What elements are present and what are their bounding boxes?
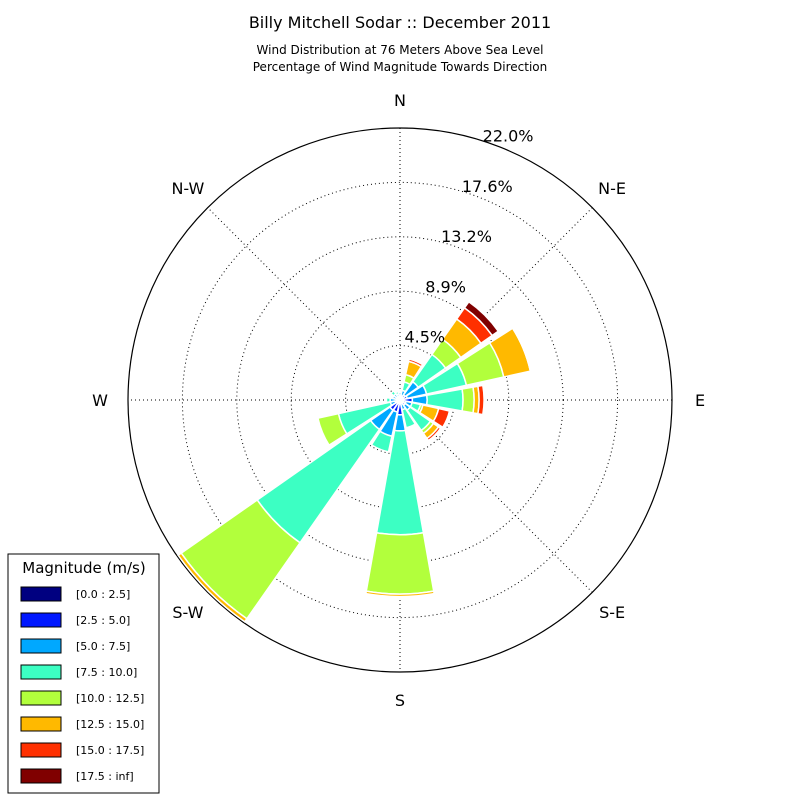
legend-label: [0.0 : 2.5] <box>76 588 130 601</box>
wind-bar-segment <box>432 407 451 429</box>
wind-bar-segment <box>385 396 392 404</box>
legend-label: [10.0 : 12.5] <box>76 692 144 705</box>
ring-label: 22.0% <box>483 127 534 146</box>
wind-bar-segment <box>177 552 248 623</box>
chart-subtitle-line-1: Wind Distribution at 76 Meters Above Sea… <box>257 43 544 57</box>
direction-label-s: S <box>395 691 405 710</box>
legend-label: [7.5 : 10.0] <box>76 666 137 679</box>
direction-label-n: N <box>394 91 406 110</box>
legend: Magnitude (m/s) [0.0 : 2.5] [2.5 : 5.0] [5… <box>7 553 160 794</box>
grid-ring <box>181 181 619 619</box>
wind-bar-segment <box>392 388 399 393</box>
wind-bar-segment <box>477 384 485 416</box>
wind-bar-segment <box>317 412 348 447</box>
chart-subtitle-line-2: Percentage of Wind Magnitude Towards Dir… <box>253 60 547 74</box>
legend-label: [17.5 : inf] <box>76 770 134 783</box>
wind-bars <box>177 300 532 623</box>
ring-labels: 4.5% 8.9% 13.2% 17.6% 22.0% <box>404 127 533 347</box>
legend-swatch <box>20 586 62 602</box>
direction-label-n-e: N-E <box>598 179 626 198</box>
legend-label: [2.5 : 5.0] <box>76 614 130 627</box>
legend-swatch <box>20 638 62 654</box>
ring-label: 4.5% <box>404 328 445 347</box>
wind-bar-segment <box>397 388 403 392</box>
direction-label-s-e: S-E <box>599 603 625 622</box>
wind-bar-segment <box>408 356 425 366</box>
wind-bar-segment <box>401 407 417 429</box>
direction-label-s-w: S-W <box>172 603 203 622</box>
wind-bar-segment <box>365 531 435 595</box>
ring-label: 17.6% <box>462 177 513 196</box>
chart-title: Billy Mitchell Sodar :: December 2011 <box>249 13 551 32</box>
legend-swatch <box>20 742 62 758</box>
ring-label: 8.9% <box>425 278 466 297</box>
wind-bar-segment <box>511 326 532 372</box>
wind-bar-segment <box>461 386 475 414</box>
direction-label-e: E <box>695 391 705 410</box>
legend-swatch <box>20 768 62 784</box>
wind-bar-segment <box>370 430 393 453</box>
direction-label-w: W <box>92 391 108 410</box>
wind-bar-segment <box>425 425 442 442</box>
wind-bar-segment <box>364 590 436 598</box>
ring-label: 13.2% <box>441 227 492 246</box>
direction-label-n-w: N-W <box>171 179 204 198</box>
legend-label: [15.0 : 17.5] <box>76 744 144 757</box>
legend-label: [5.0 : 7.5] <box>76 640 130 653</box>
wind-bar-segment <box>463 300 500 337</box>
legend-swatch <box>20 612 62 628</box>
legend-swatch <box>20 716 62 732</box>
legend-title: Magnitude (m/s) <box>22 559 145 577</box>
grid-ring <box>290 290 510 510</box>
direction-labels: N N-E E S-E S S-W W N-W <box>92 91 705 710</box>
legend-swatch <box>20 690 62 706</box>
legend-swatch <box>20 664 62 680</box>
legend-label: [12.5 : 15.0] <box>76 718 144 731</box>
outer-ring <box>127 127 673 673</box>
